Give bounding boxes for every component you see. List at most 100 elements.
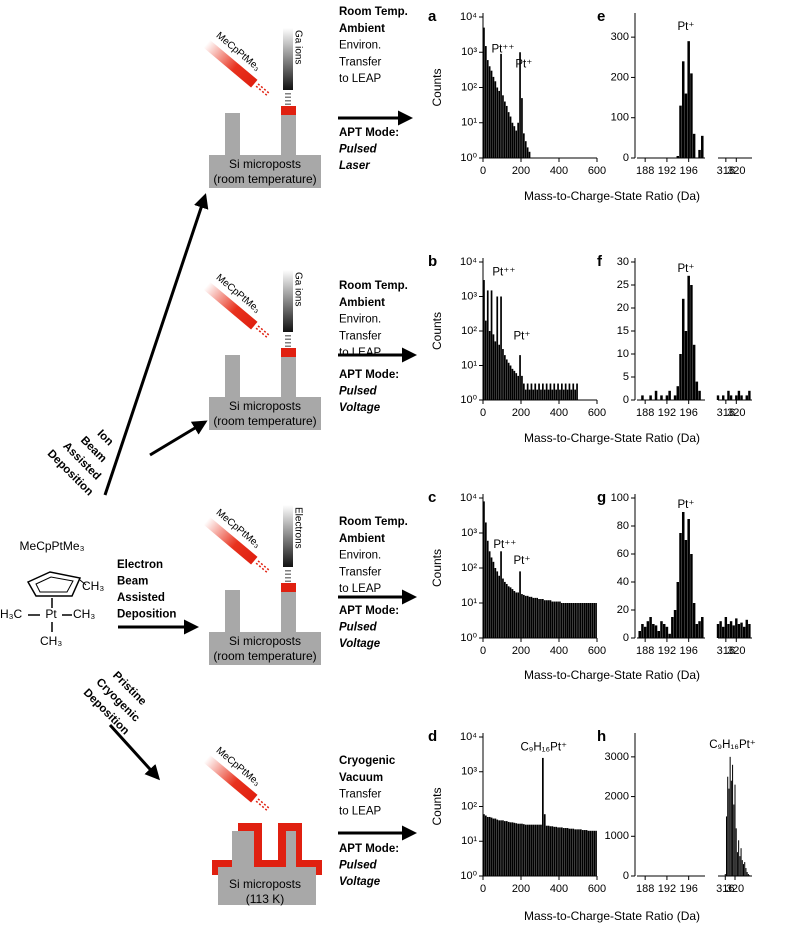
bar [551,389,554,400]
bar [724,617,728,638]
bar [551,826,554,876]
bar [681,298,685,400]
bar [585,830,588,876]
substrate-label: (room temperature) [213,172,316,186]
bar [515,592,518,638]
peak-label: Pt⁺⁺ [493,539,516,551]
deposition-label: Electron Beam Assisted Deposition [117,559,176,621]
methyl: CH₃ [40,634,62,648]
mode-line: Pulsed [339,144,378,156]
bar [587,603,590,638]
deposition-diagram: MeCpPtMe₃ Si microposts(113 K) [203,745,322,906]
precursor-spray [257,562,264,569]
bar [504,355,506,400]
micropost [225,590,240,632]
x-tick-label: 196 [680,407,698,419]
substrate-label: (room temperature) [213,414,316,428]
peak-label: Pt⁺ [513,330,530,342]
bar [523,594,525,638]
bar [530,383,533,400]
condition-line: Transfer [339,330,382,342]
bar [549,383,552,400]
bar [676,155,680,158]
bar [494,81,497,158]
bar [496,296,499,400]
bar [657,631,661,638]
bar [742,626,746,638]
precursor-spray [257,800,264,807]
precursor-rod [203,40,258,88]
bar [574,603,576,638]
bar [737,624,741,638]
y-tick-label: 10² [461,81,477,93]
bar [521,98,523,158]
bar [536,597,538,638]
bar [524,595,527,638]
bar [727,390,730,400]
bar [649,395,652,400]
y-tick-label: 10¹ [461,835,477,847]
metal: Pt [45,607,57,621]
peak-label: Pt⁺ [513,555,530,567]
x-tick-label: 0 [480,645,486,657]
y-tick-label: 10⁰ [460,632,477,644]
bar [526,383,529,400]
x-tick-label: 196 [680,645,698,657]
deposition-diagram: MeCpPtMe₃ Ga ions Si microposts(room tempe… [203,270,321,430]
bar [542,757,544,876]
bar [690,554,693,638]
bar [568,383,571,400]
condition-bold: Room Temp. [339,280,408,292]
x-tick-label: 192 [658,407,676,419]
bar [740,848,742,876]
bar [729,621,733,638]
bar [730,780,732,876]
y-tick-label: 10¹ [461,597,477,609]
y-tick-label: 10⁴ [460,256,477,268]
bar [574,389,576,400]
bar [593,830,595,876]
bar [490,70,493,158]
deposition-line: Deposition [117,609,176,621]
deposition-line: Beam [117,576,148,588]
bar [561,383,563,400]
mode-line: Voltage [339,638,381,650]
peak-label: Pt⁺⁺ [491,43,514,55]
bar [532,389,535,400]
bar [526,147,529,158]
bar [511,122,514,158]
bar [572,383,575,400]
bar [538,824,540,876]
beam-source [283,270,293,332]
bar [728,788,730,876]
bar [559,389,561,400]
bar [701,617,704,638]
substrate-label: (113 K) [246,892,284,906]
bar [589,603,592,638]
bar [509,116,512,158]
bar [517,823,519,876]
bar [698,621,701,638]
bar [591,830,594,876]
micropost [281,355,296,397]
substrate-label: Si microposts [229,399,301,413]
precursor-source: MeCpPtMe₃ [203,507,270,574]
bar [671,617,674,638]
bar [540,389,542,400]
ring-methyl: CH₃ [82,579,104,593]
bar [654,625,658,638]
bar [523,824,525,876]
bar [543,600,546,638]
bar [511,822,514,876]
bar [547,825,550,876]
bar [511,368,514,400]
bar [504,821,506,876]
bar [745,395,748,400]
y-tick-label: 10² [461,800,477,812]
bar [498,820,500,876]
bar [735,395,738,400]
y-axis-label: Counts [430,312,444,350]
panel-letter: e [597,8,605,25]
bar [566,603,569,638]
bar [500,53,502,158]
